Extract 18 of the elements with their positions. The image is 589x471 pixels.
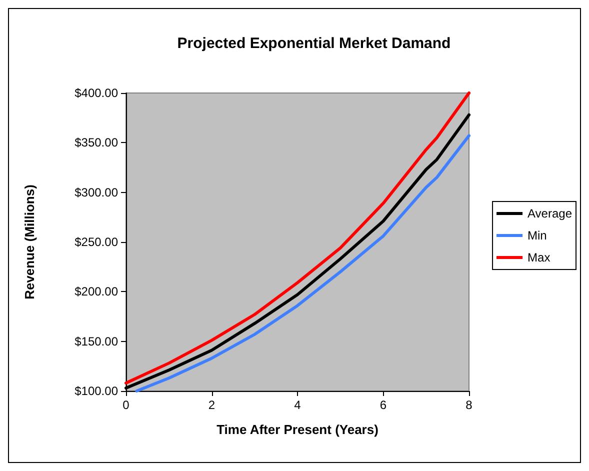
chart-title: Projected Exponential Merket Damand xyxy=(177,35,451,52)
y-tick-label: $400.00 xyxy=(74,86,118,100)
x-tick-label: 2 xyxy=(208,398,216,412)
y-tick-label: $250.00 xyxy=(74,235,118,249)
y-tick-label: $100.00 xyxy=(74,384,118,398)
x-tick-label: 0 xyxy=(122,398,130,412)
x-tick-label: 4 xyxy=(294,398,302,412)
x-tick-label: 6 xyxy=(380,398,387,412)
y-tick-label: $350.00 xyxy=(74,136,118,150)
legend-label: Max xyxy=(528,250,550,264)
y-tick-label: $150.00 xyxy=(74,334,118,348)
legend-label: Average xyxy=(528,206,572,220)
legend-label: Min xyxy=(528,228,547,242)
x-axis-title: Time After Present (Years) xyxy=(216,422,378,437)
x-tick-label: 8 xyxy=(466,398,473,412)
y-tick-label: $300.00 xyxy=(74,185,118,200)
y-axis-title: Revenue (Millions) xyxy=(22,184,37,300)
y-tick-label: $200.00 xyxy=(74,284,118,299)
